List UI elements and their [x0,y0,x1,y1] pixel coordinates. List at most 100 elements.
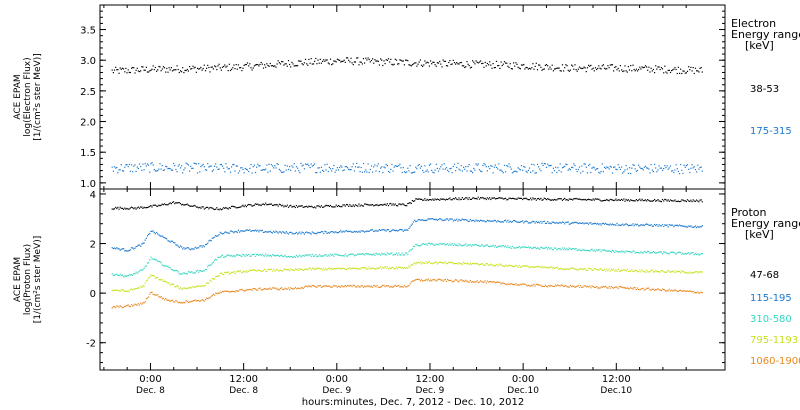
data-point [525,284,527,286]
data-point [173,283,175,285]
data-point [498,281,500,283]
data-point [591,199,593,201]
data-point [673,172,675,174]
data-point [316,267,318,269]
data-point [351,166,353,168]
data-point [618,199,620,201]
data-point [119,305,121,307]
data-point [489,168,491,170]
data-point [208,264,210,266]
data-point [163,280,166,282]
data-point [683,290,685,292]
data-point [541,162,543,164]
data-point [163,169,166,171]
data-point [457,199,459,201]
legend-title-line: Energy ranges [731,28,800,41]
data-point [511,245,513,247]
data-point [472,244,474,246]
data-point [640,288,642,290]
data-point [302,269,304,272]
data-point [564,285,566,287]
data-point [360,204,362,206]
data-point [210,240,212,242]
data-point [381,252,383,255]
data-point [401,203,403,205]
data-point [259,204,261,206]
data-point [657,199,659,201]
data-point [325,268,327,270]
data-point [240,167,242,169]
data-point [251,230,253,232]
data-point [517,284,519,286]
data-point [221,254,224,256]
data-point [322,255,324,257]
data-point [370,229,373,231]
data-point [436,263,438,265]
legend-entry: 795-1193 [750,335,798,346]
data-point [632,164,634,166]
data-point [335,204,337,206]
data-point [120,306,122,308]
data-point [121,207,124,209]
data-point [486,263,488,265]
data-point [203,285,205,287]
data-point [650,200,652,202]
data-point [333,255,335,257]
data-point [685,226,687,228]
data-point [401,171,403,174]
data-point [287,60,290,62]
data-point [245,229,247,231]
data-point [299,205,301,207]
data-point [327,170,329,173]
data-point [312,207,315,209]
data-point [176,300,178,303]
data-point [659,251,661,253]
data-point [510,247,512,249]
data-point [476,220,478,222]
data-point [622,199,624,201]
data-point [285,256,287,258]
data-point [614,166,616,168]
data-point [137,70,139,72]
data-point [380,229,382,231]
data-point [519,68,521,70]
data-point [293,256,295,258]
data-point [204,169,207,171]
data-point [318,167,320,169]
data-point [538,166,540,168]
data-point [634,270,636,272]
data-point [643,289,645,291]
data-point [631,70,633,72]
data-point [426,279,428,281]
data-point [336,167,338,169]
data-point [200,285,202,288]
data-point [194,162,196,165]
data-point [123,306,125,308]
data-point [373,285,375,287]
data-point [320,268,322,270]
data-point [534,266,536,268]
data-point [131,288,133,290]
data-point [359,205,361,207]
data-point [556,199,558,201]
data-point [495,281,498,283]
data-point [511,68,513,70]
data-point [500,263,502,265]
data-point [261,229,263,231]
data-point [206,206,208,208]
data-point [698,71,700,73]
data-point [246,169,249,171]
data-point [437,262,440,264]
data-point [165,281,167,283]
data-point [486,244,488,246]
data-point [417,63,419,65]
data-point [325,59,327,61]
data-point [393,166,395,168]
data-point [241,272,243,274]
data-point [671,251,673,253]
data-point [588,267,590,270]
data-point [135,304,137,306]
data-point [148,164,150,166]
data-point [415,243,417,245]
data-point [624,65,626,67]
